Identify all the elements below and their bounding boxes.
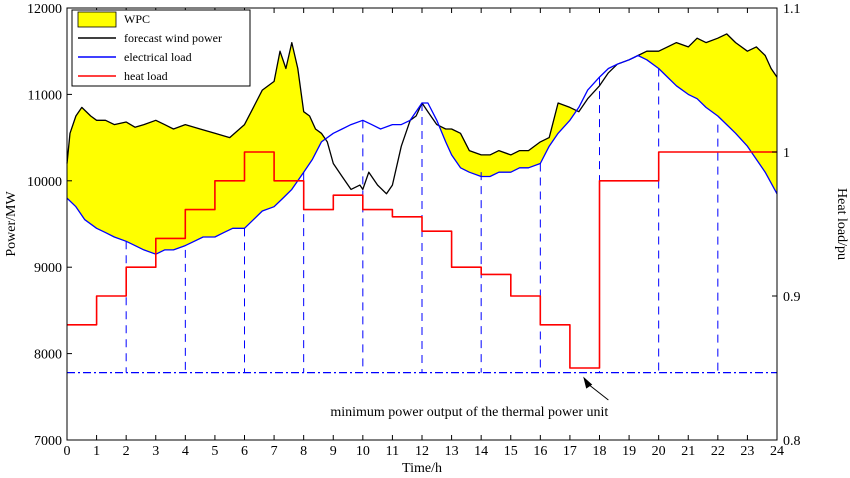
x-tick-label: 0 <box>64 444 71 459</box>
x-tick-label: 10 <box>356 444 370 459</box>
y-tick-label: 12000 <box>27 2 62 17</box>
x-tick-label: 7 <box>271 444 278 459</box>
legend: WPC forecast wind power electrical load … <box>71 9 251 87</box>
x-tick-label: 12 <box>415 444 429 459</box>
x-tick-label: 15 <box>504 444 518 459</box>
x-tick-label: 6 <box>241 444 248 459</box>
legend-label-heat: heat load <box>124 69 168 83</box>
series-lines <box>66 33 778 369</box>
x-tick-label: 11 <box>386 444 399 459</box>
x-tick-label: 13 <box>445 444 459 459</box>
x-tick-label: 14 <box>474 444 488 459</box>
wpc-region <box>439 103 576 177</box>
legend-swatch-wpc <box>77 11 117 28</box>
x-tick-label: 4 <box>182 444 189 459</box>
legend-label-wind: forecast wind power <box>124 31 222 45</box>
y-tick-label: 10000 <box>27 175 62 190</box>
x-tick-label: 2 <box>123 444 130 459</box>
x-tick-label: 16 <box>533 444 547 459</box>
x-tick-label: 21 <box>681 444 695 459</box>
y2-tick-label: 1.1 <box>783 2 801 17</box>
axis-ticks: 0 1 2 3 4 5 6 7 8 9 10 11 12 13 14 15 16 17 18 19 20 21 22 23 24… <box>27 2 801 459</box>
x-tick-label: 1 <box>93 444 100 459</box>
x-tick-label: 20 <box>652 444 666 459</box>
x-tick-label: 24 <box>770 444 784 459</box>
x-axis-label: Time/h <box>402 461 442 476</box>
x-tick-label: 23 <box>740 444 754 459</box>
legend-label-electrical: electrical load <box>124 50 192 64</box>
x-tick-label: 3 <box>152 444 159 459</box>
electrical-load-line <box>66 54 778 255</box>
x-tick-label: 17 <box>563 444 577 459</box>
x-tick-label: 19 <box>622 444 636 459</box>
min-power-annotation: minimum power output of the thermal powe… <box>330 376 609 420</box>
y-tick-label: 8000 <box>34 348 62 363</box>
legend-label-wpc: WPC <box>124 12 150 26</box>
wind-power-line <box>66 33 778 195</box>
y2-tick-label: 1 <box>783 146 790 161</box>
x-tick-label: 18 <box>593 444 607 459</box>
y-tick-label: 7000 <box>34 434 62 449</box>
x-tick-label: 22 <box>711 444 725 459</box>
y2-tick-label: 0.9 <box>783 290 801 305</box>
annotation-arrowhead <box>583 376 593 389</box>
y2-tick-label: 0.8 <box>783 434 801 449</box>
y-tick-label: 11000 <box>28 88 62 103</box>
x-tick-label: 9 <box>330 444 337 459</box>
heat-load-line <box>67 151 777 369</box>
wpc-region <box>639 33 777 194</box>
x-tick-label: 8 <box>300 444 307 459</box>
y-tick-label: 9000 <box>34 261 62 276</box>
min-power-label: minimum power output of the thermal powe… <box>330 405 608 420</box>
y2-axis-label: Heat load/pu <box>834 188 849 260</box>
y-axis-label: Power/MW <box>4 191 19 257</box>
x-tick-label: 5 <box>211 444 218 459</box>
